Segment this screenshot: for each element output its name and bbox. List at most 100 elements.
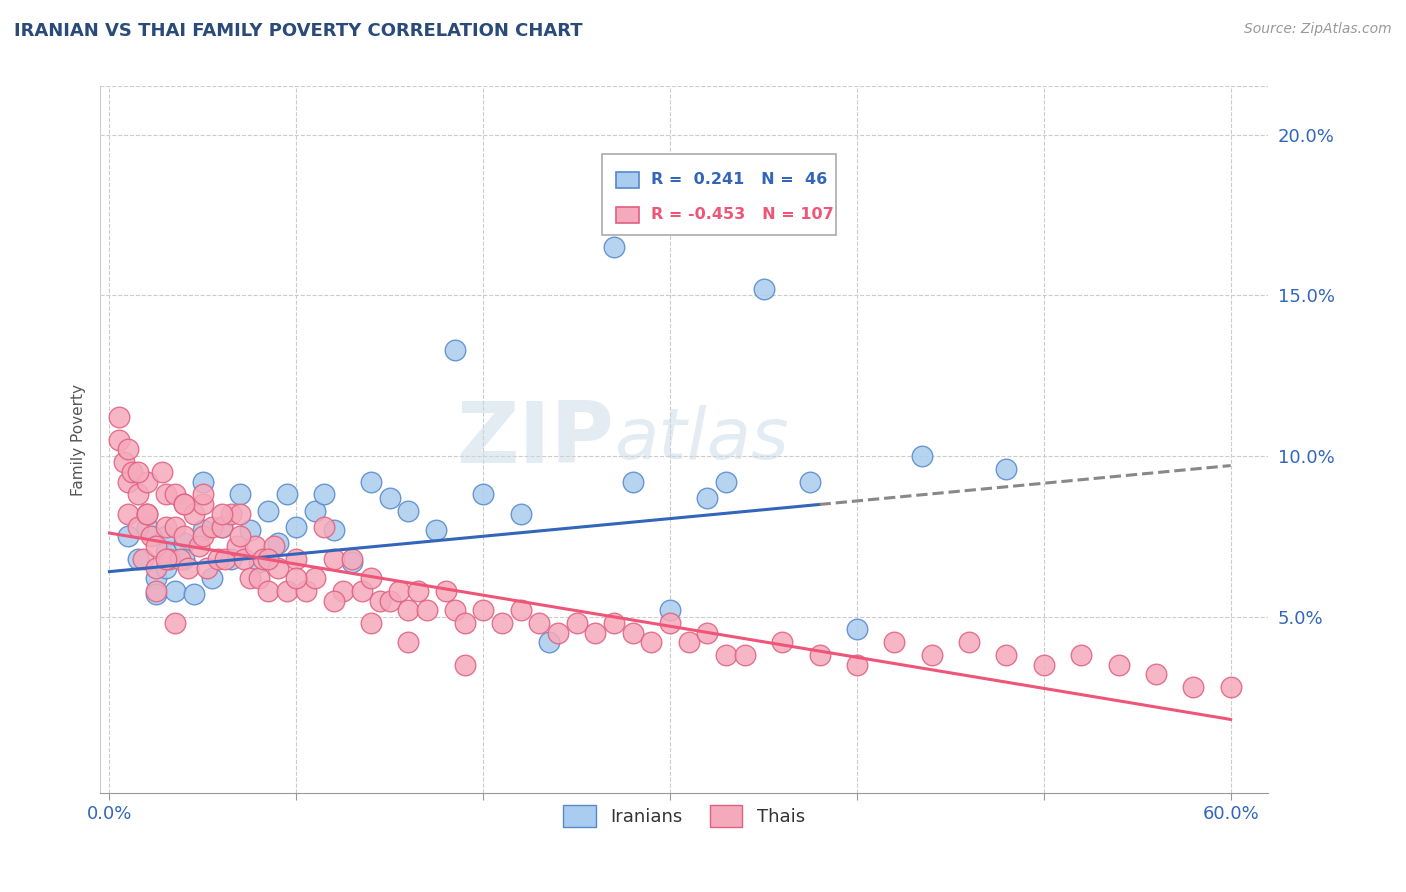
Point (121, 465, 143, 479)
Point (263, 539, 285, 553)
Point (132, 551, 155, 566)
Point (921, 648, 943, 662)
Point (229, 529, 252, 543)
Point (472, 603, 495, 617)
Point (621, 625, 644, 640)
Point (472, 487, 495, 501)
Point (173, 497, 195, 511)
Point (1032, 657, 1054, 672)
Point (370, 593, 392, 607)
Point (191, 487, 214, 501)
Point (247, 555, 270, 569)
Point (276, 583, 298, 598)
Point (304, 503, 326, 517)
Point (188, 539, 211, 553)
Point (621, 475, 644, 489)
Point (603, 615, 626, 630)
Point (207, 551, 229, 566)
Point (173, 497, 195, 511)
Point (509, 603, 531, 617)
Point (173, 535, 195, 549)
Point (266, 535, 288, 549)
Point (378, 491, 401, 505)
Point (173, 551, 195, 566)
FancyBboxPatch shape (602, 153, 837, 235)
Point (127, 487, 149, 501)
Point (696, 625, 718, 640)
Point (752, 282, 775, 296)
Point (229, 507, 252, 521)
Point (360, 475, 382, 489)
Point (245, 539, 267, 553)
Point (139, 529, 162, 543)
Point (714, 475, 737, 489)
Point (360, 615, 382, 630)
Point (201, 571, 224, 585)
Point (678, 635, 700, 649)
Y-axis label: Family Poverty: Family Poverty (72, 384, 86, 496)
Point (444, 343, 467, 357)
Point (845, 623, 868, 637)
Point (257, 583, 280, 598)
Point (219, 507, 242, 521)
Point (150, 465, 173, 479)
Point (285, 571, 308, 585)
Point (239, 571, 262, 585)
Point (117, 475, 139, 489)
Point (734, 648, 756, 662)
Point (659, 615, 682, 630)
Point (155, 561, 177, 575)
Point (145, 539, 167, 553)
Point (173, 529, 195, 543)
Point (398, 635, 420, 649)
Point (537, 635, 560, 649)
Point (883, 635, 905, 649)
Point (332, 583, 354, 598)
Text: IRANIAN VS THAI FAMILY POVERTY CORRELATION CHART: IRANIAN VS THAI FAMILY POVERTY CORRELATI… (14, 22, 582, 40)
Point (145, 587, 167, 601)
Point (453, 615, 475, 630)
Point (276, 487, 298, 501)
Point (163, 583, 186, 598)
Point (108, 410, 131, 425)
Point (135, 475, 157, 489)
Point (378, 593, 401, 607)
Point (191, 497, 214, 511)
Point (155, 545, 177, 559)
Point (342, 551, 364, 566)
Point (1182, 681, 1205, 695)
Point (195, 561, 218, 575)
Point (314, 519, 336, 533)
Point (342, 555, 364, 569)
Point (714, 648, 737, 662)
Point (285, 519, 308, 533)
Point (640, 635, 662, 649)
Point (157, 551, 180, 566)
Point (322, 523, 344, 537)
Text: R = -0.453   N = 107: R = -0.453 N = 107 (651, 207, 834, 222)
Point (112, 455, 135, 469)
Point (127, 519, 149, 533)
Point (169, 551, 191, 566)
Point (398, 503, 420, 517)
Point (183, 507, 205, 521)
Point (529, 615, 551, 630)
Point (108, 433, 131, 447)
Point (135, 507, 157, 521)
Point (406, 583, 429, 598)
Point (214, 551, 236, 566)
Point (547, 625, 569, 640)
Point (127, 465, 149, 479)
Point (294, 583, 316, 598)
Point (444, 603, 467, 617)
Text: Source: ZipAtlas.com: Source: ZipAtlas.com (1244, 22, 1392, 37)
Point (583, 625, 606, 640)
Point (135, 519, 157, 533)
Point (155, 519, 177, 533)
Point (155, 551, 177, 566)
Point (155, 487, 177, 501)
Point (257, 551, 280, 566)
Text: atlas: atlas (614, 405, 789, 475)
Point (491, 615, 513, 630)
Point (163, 519, 186, 533)
